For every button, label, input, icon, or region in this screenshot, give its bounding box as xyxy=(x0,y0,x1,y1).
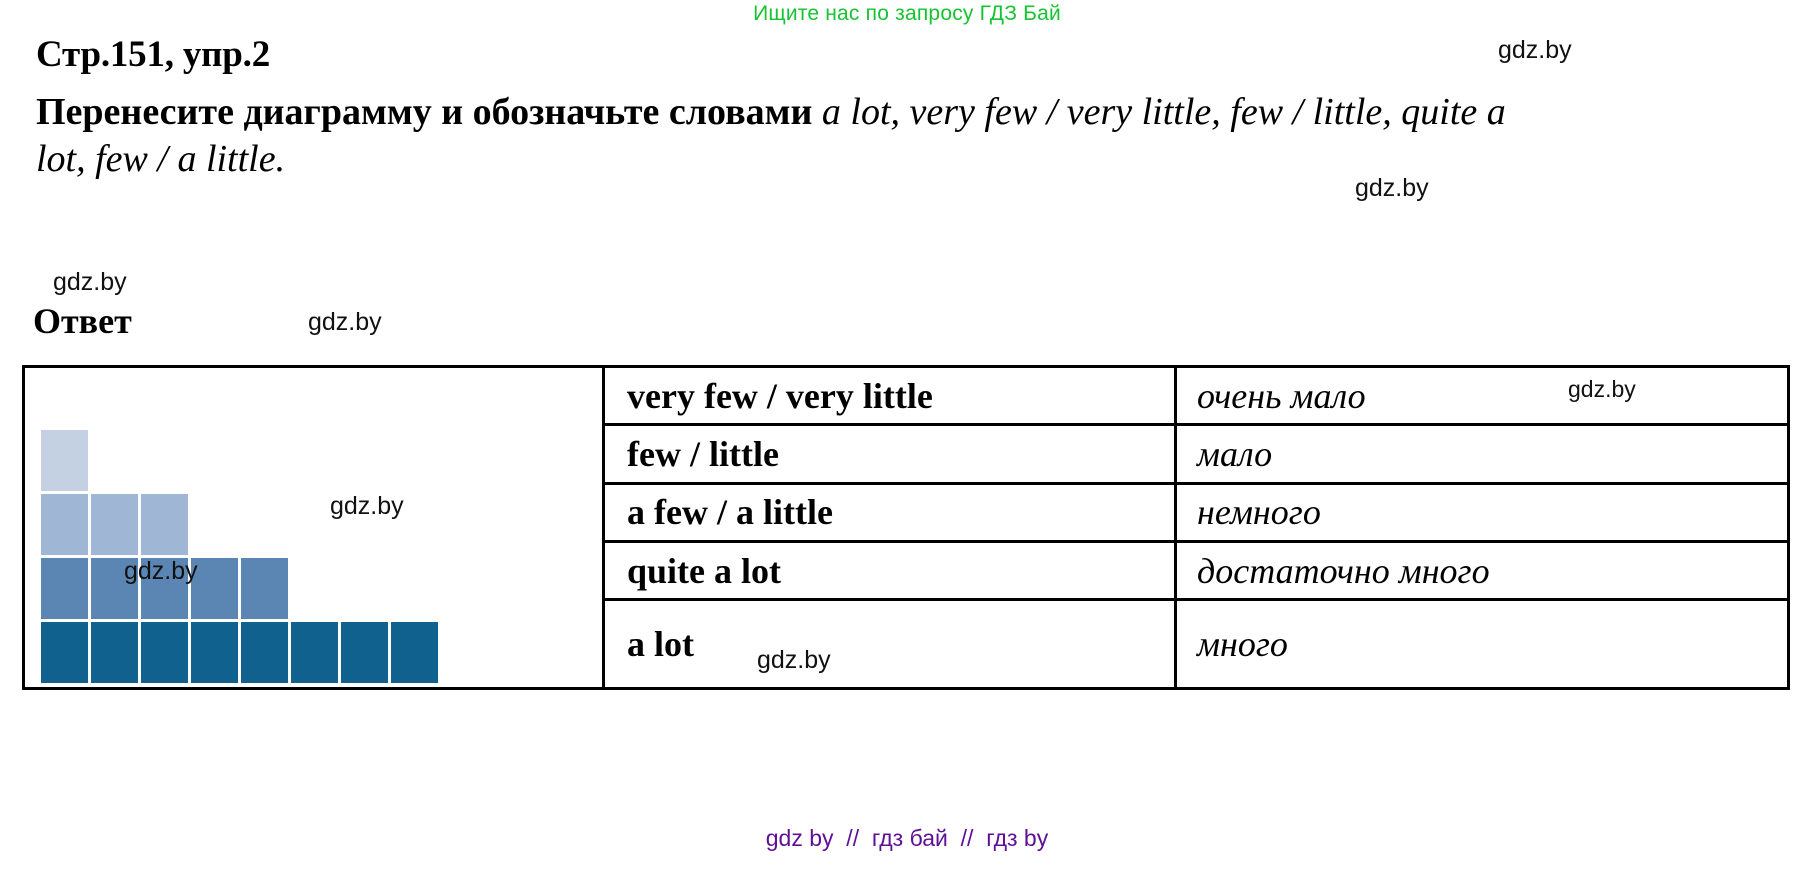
pyramid-cell xyxy=(41,558,88,619)
table-cell-english: few / little xyxy=(605,426,1177,482)
pyramid-cell xyxy=(291,622,338,683)
pyramid-cell xyxy=(41,494,88,555)
pyramid-cell xyxy=(91,494,138,555)
pyramid-row-a-few xyxy=(41,558,288,619)
quantity-pyramid-chart xyxy=(41,430,438,683)
pyramid-cell xyxy=(41,430,88,491)
page-reference: Стр.151, упр.2 xyxy=(36,34,271,75)
pyramid-cell xyxy=(141,622,188,683)
table-cell-russian: очень мало xyxy=(1197,375,1366,416)
answer-frame: very few / very little очень мало few / … xyxy=(22,365,1790,690)
pyramid-row-a-lot xyxy=(41,622,438,683)
table-cell-russian: немного xyxy=(1197,492,1321,533)
watermark: gdz.by xyxy=(308,308,382,336)
table-cell-english: a few / a little xyxy=(605,484,1177,540)
table-cell-english: very few / very little xyxy=(605,368,1177,424)
pyramid-cell xyxy=(241,622,288,683)
pyramid-cell xyxy=(141,494,188,555)
pyramid-cell xyxy=(41,622,88,683)
pyramid-row-few xyxy=(41,494,188,555)
task-instruction-italic: a lot, very few / very little, few / lit… xyxy=(36,91,1506,180)
pyramid-cell xyxy=(141,558,188,619)
pyramid-diagram-pane xyxy=(25,368,605,687)
task-instruction-bold: Перенесите диаграмму и обозначьте словам… xyxy=(36,91,822,134)
table-cell-english: quite a lot xyxy=(605,542,1177,599)
table-row: few / little мало xyxy=(605,426,1787,485)
pyramid-cell xyxy=(191,622,238,683)
watermark: gdz.by xyxy=(53,268,127,296)
pyramid-cell xyxy=(241,558,288,619)
table-row: a few / a little немного xyxy=(605,484,1787,543)
promo-banner: Ищите нас по запросу ГДЗ Бай xyxy=(753,2,1061,25)
pyramid-cell xyxy=(91,558,138,619)
pyramid-cell xyxy=(91,622,138,683)
table-cell-russian: мало xyxy=(1197,433,1273,474)
table-row: very few / very little очень мало xyxy=(605,368,1787,427)
footer-links: gdz by // гдз бай // гдз by xyxy=(765,825,1049,851)
answer-heading: Ответ xyxy=(33,301,132,341)
table-row: a lot много xyxy=(605,601,1787,687)
table-row: quite a lot достаточно много xyxy=(605,542,1787,602)
table-cell-russian: достаточно много xyxy=(1197,550,1490,591)
pyramid-row-very-few xyxy=(41,430,88,491)
pyramid-cell xyxy=(391,622,438,683)
vocabulary-table: very few / very little очень мало few / … xyxy=(605,368,1787,687)
pyramid-cell xyxy=(191,558,238,619)
table-cell-russian: много xyxy=(1197,624,1288,665)
pyramid-cell xyxy=(341,622,388,683)
heading-block: Стр.151, упр.2 Перенесите диаграмму и об… xyxy=(36,34,1776,182)
task-instruction: Перенесите диаграмму и обозначьте словам… xyxy=(36,89,1506,182)
table-cell-english: a lot xyxy=(605,601,1177,687)
